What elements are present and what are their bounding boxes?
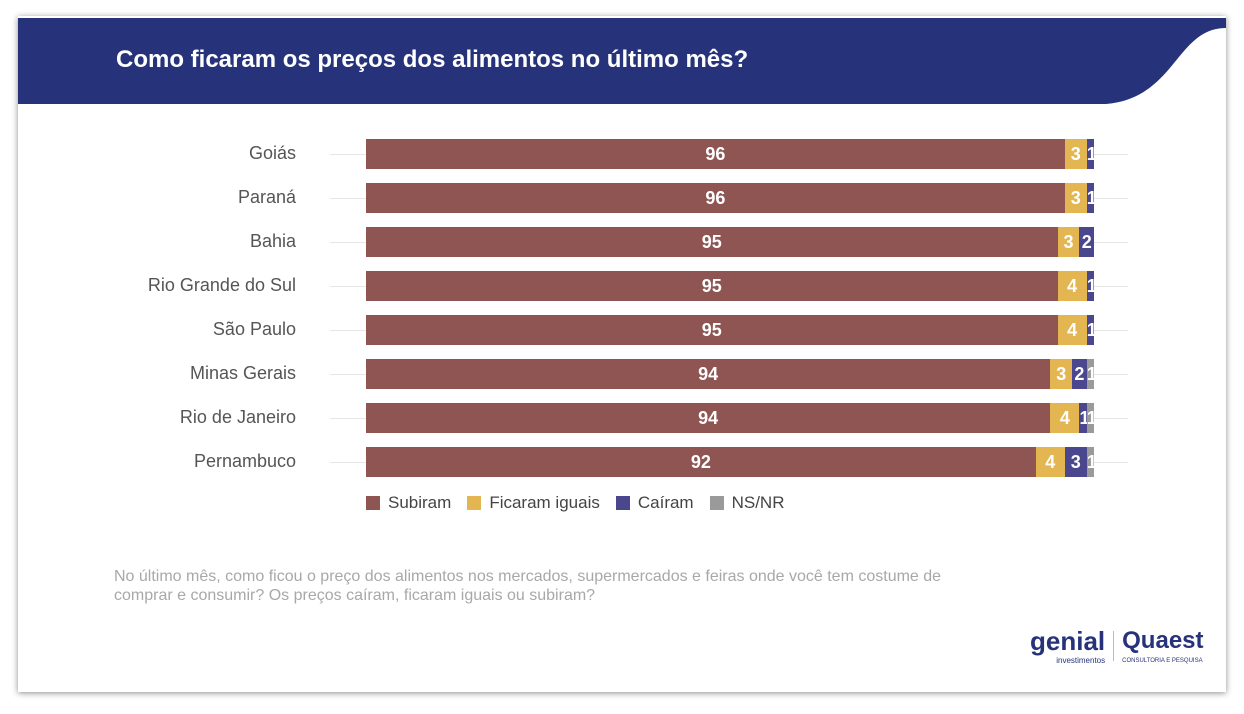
bar-segment-ca-ram: 2 [1079,227,1094,257]
legend-swatch [615,496,630,510]
legend-swatch [709,496,724,510]
bar-segment-ficaram-iguais: 3 [1050,359,1073,389]
category-label: Pernambuco [193,451,296,471]
legend-label: Subiram [388,493,452,512]
category-label: Minas Gerais [189,363,296,383]
quaest-logo: Quaest CONSULTORIA E PESQUISA [1122,627,1204,664]
bar-segment-ficaram-iguais: 4 [1050,403,1080,433]
bar-segment-ca-ram: 2 [1072,359,1087,389]
bar-segment-subiram: 95 [366,271,1058,301]
legend-swatch [366,496,380,510]
bar-segment-ficaram-iguais: 4 [1057,271,1087,301]
header-band: Como ficaram os preços dos alimentos no … [18,18,1226,104]
bar-segment-subiram: 94 [366,359,1051,389]
bar-segment-ficaram-iguais: 3 [1057,227,1080,257]
legend-item: Caíram [615,493,694,513]
bar-segment-ficaram-iguais: 4 [1035,447,1065,477]
bar-segment-ca-ram: 1 [1086,271,1094,301]
legend-label: Ficaram iguais [489,493,600,512]
category-label: São Paulo [212,319,296,339]
legend: Subiram Ficaram iguais Caíram NS/NR [366,493,785,513]
legend-label: NS/NR [731,493,785,512]
bar-segment-ns-nr: 1 [1086,403,1094,433]
legend-item: Subiram [366,493,451,513]
category-label: Rio Grande do Sul [147,275,296,295]
bar-segment-ca-ram: 1 [1086,183,1094,213]
legend-swatch [467,496,482,510]
bar-segment-subiram: 94 [366,403,1051,433]
bar-segment-subiram: 92 [366,447,1036,477]
legend-item: Ficaram iguais [467,493,600,513]
bar-segment-ca-ram: 1 [1079,403,1087,433]
category-label: Bahia [249,231,296,251]
category-label: Goiás [248,143,296,163]
bar-segment-ns-nr: 1 [1086,447,1094,477]
bar-segment-ns-nr: 1 [1086,359,1094,389]
bar-segment-subiram: 96 [366,183,1065,213]
legend-item: NS/NR [709,493,785,513]
bar-segment-ca-ram: 3 [1064,447,1087,477]
bar-segment-ficaram-iguais: 4 [1057,315,1087,345]
genial-logo: genial investimentos [1030,626,1106,665]
category-label: Rio de Janeiro [179,407,296,427]
category-label: Paraná [237,187,296,207]
bar-segment-ca-ram: 1 [1086,139,1094,169]
bar-segment-ficaram-iguais: 3 [1064,183,1087,213]
bar-segment-ca-ram: 1 [1086,315,1094,345]
page-title: Como ficaram os preços dos alimentos no … [116,46,749,73]
header-curve [1106,18,1226,104]
slide: Como ficaram os preços dos alimentos no … [18,16,1226,692]
legend-label: Caíram [637,493,694,512]
bar-segment-subiram: 96 [366,139,1065,169]
bar-segment-subiram: 95 [366,227,1058,257]
logos: genial investimentos Quaest CONSULTORIA … [1030,626,1204,666]
bar-segment-ficaram-iguais: 3 [1064,139,1087,169]
bar-segment-subiram: 95 [366,315,1058,345]
footnote: No último mês, como ficou o preço dos al… [114,568,942,604]
